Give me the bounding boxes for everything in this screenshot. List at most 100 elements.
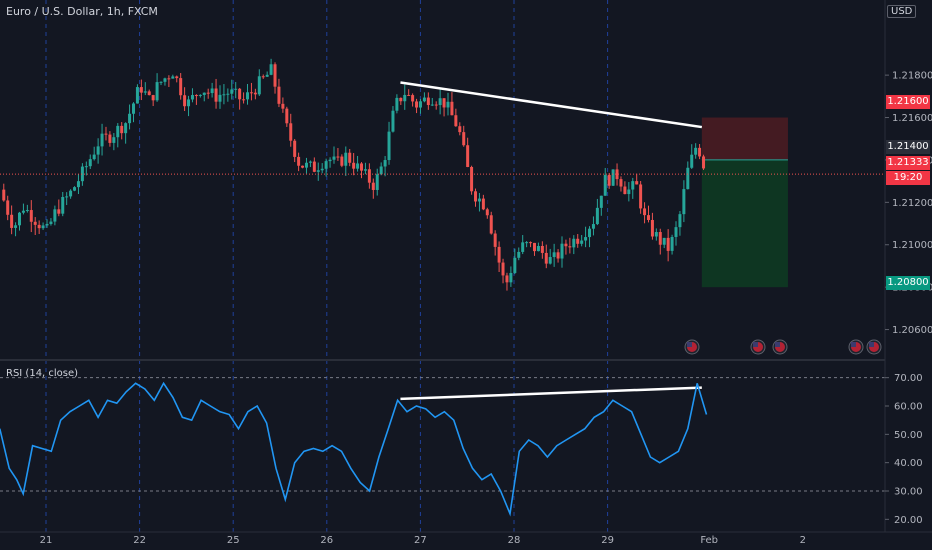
event-icons[interactable] <box>684 339 882 355</box>
candle-body <box>17 212 21 226</box>
rsi-tick-label: 20.00 <box>894 515 923 526</box>
candle-body <box>466 145 470 167</box>
rsi-trendline[interactable] <box>400 386 702 401</box>
candle-body <box>128 113 132 124</box>
candle-body <box>222 94 226 96</box>
candle-body <box>6 200 10 215</box>
candle-body <box>588 228 592 238</box>
last-price-tag: 1.21333 <box>886 156 930 170</box>
price-tick-label: 1.21800 <box>892 71 932 82</box>
candle-body <box>418 101 422 108</box>
candle-body <box>595 207 599 225</box>
candle-body <box>536 245 540 252</box>
price-trendline[interactable] <box>400 81 703 129</box>
candle-body <box>540 245 544 253</box>
candle-body <box>356 163 360 169</box>
candle-body <box>61 196 65 214</box>
rsi-tick-label: 40.00 <box>894 458 923 469</box>
candle-body <box>497 246 501 263</box>
candle-body <box>249 92 253 94</box>
take-profit-zone[interactable] <box>701 159 788 288</box>
candle-body <box>556 252 560 259</box>
candle-body <box>344 152 348 166</box>
candle-body <box>560 243 564 259</box>
candle-body <box>572 238 576 248</box>
candle-body <box>568 246 572 248</box>
candle-body <box>198 94 202 96</box>
candle-body <box>100 133 104 147</box>
candle-body <box>564 243 568 247</box>
candle-body <box>639 184 643 209</box>
rsi-tick-label: 50.00 <box>894 430 923 441</box>
candle-body <box>328 159 332 162</box>
countdown-tag: 19:20 <box>886 171 930 185</box>
rsi-tick-label: 60.00 <box>894 402 923 413</box>
candle-body <box>179 78 183 96</box>
candle-body <box>635 181 639 185</box>
candle-body <box>14 225 18 228</box>
candle-body <box>643 208 647 216</box>
candle-body <box>489 215 493 234</box>
candle-body <box>214 88 218 102</box>
candle-body <box>257 76 261 95</box>
candle-body <box>202 92 206 95</box>
candle-body <box>584 237 588 241</box>
candle-body <box>226 93 230 95</box>
position-zones[interactable] <box>701 117 788 288</box>
event-flag-canton <box>775 342 780 347</box>
event-flag-canton <box>753 342 758 347</box>
candle-body <box>33 221 37 225</box>
candle-body <box>218 94 222 102</box>
candle-body <box>92 154 96 160</box>
candle-body <box>190 95 194 100</box>
candle-body <box>371 182 375 190</box>
candle-body <box>163 78 167 82</box>
time-tick-label: 29 <box>601 535 614 546</box>
candle-body <box>242 99 246 101</box>
candle-body <box>73 187 77 191</box>
candle-body <box>611 169 615 186</box>
candle-body <box>37 224 41 229</box>
candle-body <box>474 191 478 202</box>
time-tick-label: 28 <box>508 535 521 546</box>
candle-body <box>509 272 513 283</box>
candle-body <box>521 242 525 252</box>
candle-body <box>678 214 682 228</box>
candle-body <box>615 169 619 180</box>
candle-body <box>603 174 607 196</box>
candle-body <box>470 166 474 192</box>
price-tick-label: 1.21200 <box>892 198 932 209</box>
candle-body <box>658 232 662 245</box>
candle-body <box>485 209 489 216</box>
candle-body <box>580 240 584 244</box>
candle-body <box>670 236 674 251</box>
candle-body <box>631 181 635 190</box>
candle-body <box>674 227 678 237</box>
candle-body <box>477 198 481 202</box>
rsi-title: RSI (14, close) <box>6 368 79 379</box>
candle-body <box>273 64 277 87</box>
candle-body <box>25 210 29 212</box>
candle-body <box>120 125 124 134</box>
candle-body <box>132 103 136 114</box>
candle-body <box>493 233 497 247</box>
candle-body <box>104 133 108 135</box>
stop-loss-zone[interactable] <box>701 117 788 160</box>
trendlines[interactable] <box>400 81 703 401</box>
candle-body <box>415 101 419 108</box>
candle-body <box>548 257 552 264</box>
price-candles <box>2 58 706 291</box>
candle-body <box>552 252 556 258</box>
candle-body <box>666 237 670 251</box>
candle-body <box>281 103 285 109</box>
candle-body <box>175 76 179 79</box>
candle-body <box>238 88 242 100</box>
candle-body <box>348 152 352 163</box>
candle-body <box>297 156 301 166</box>
candle-body <box>430 104 434 106</box>
candle-body <box>340 156 344 166</box>
currency-button[interactable]: USD <box>887 5 917 18</box>
price-tick-label: 1.21000 <box>892 240 932 251</box>
